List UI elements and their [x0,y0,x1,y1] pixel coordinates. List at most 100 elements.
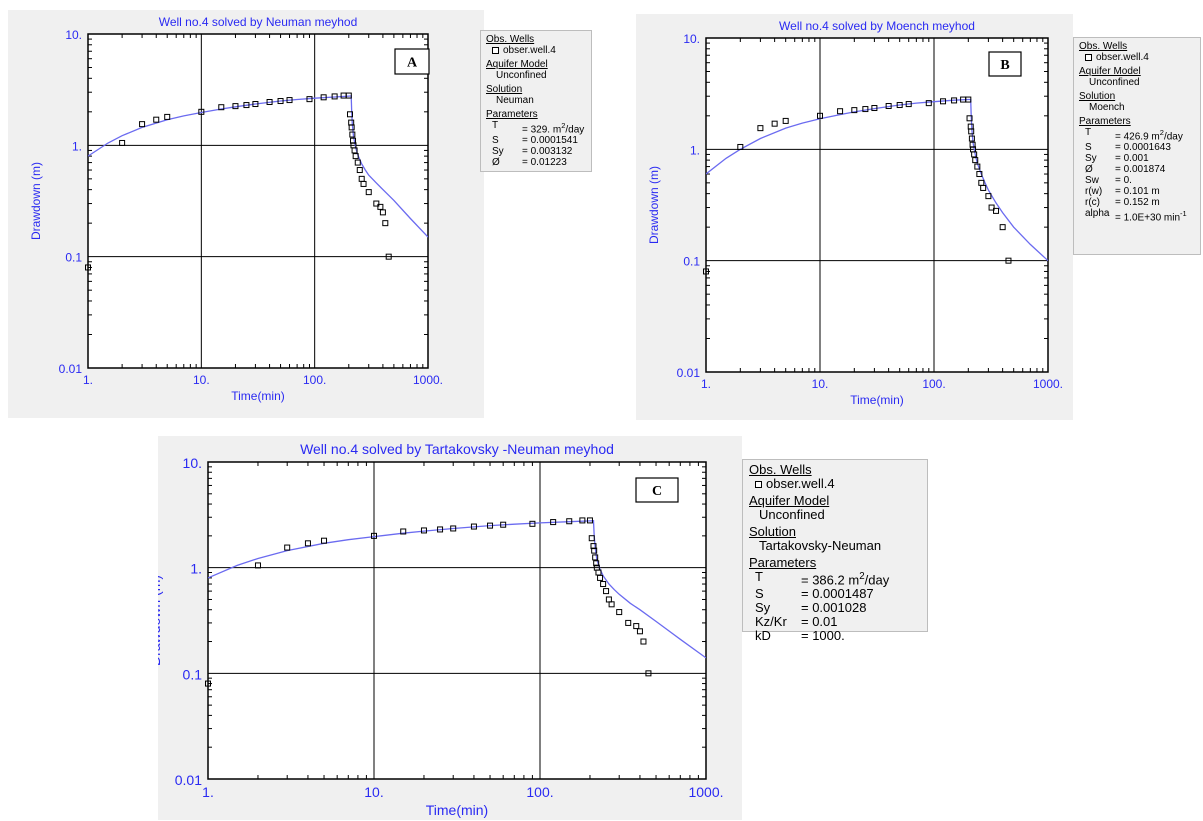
param-unit-suffix: /day [565,124,585,136]
param-value: = 0.0001541 [522,135,578,146]
chart-panel-a: Well no.4 solved by Neuman meyhod 1. 10. 10… [8,10,484,418]
x-tick-label: 1. [83,373,93,387]
panel-label-box [394,48,430,75]
legend-obs-header: Obs. Wells [749,462,812,477]
observed-point [645,670,652,677]
param-value: = 0.01223 [522,157,567,168]
chart-panel-c: Well no.4 solved by Tartakovsky -Neuman … [158,436,742,820]
observed-point [999,224,1006,231]
observed-point [579,517,586,524]
plot-area [207,461,707,780]
observed-point [360,180,367,187]
param-value-text: = 0.001874 [1115,164,1166,176]
legend-param-row: kD = 1000. [749,629,921,643]
param-name: alpha [1085,208,1110,220]
param-value-text: = 0.0001541 [522,135,578,147]
observed-point [971,151,978,158]
param-unit-exponent: -1 [1180,209,1187,219]
param-name: Sy [492,146,504,158]
observed-point [243,102,250,109]
legend-panel-a: Obs. Wells obser.well.4 Aquifer Model Uncon… [480,30,592,172]
observed-point [420,527,427,534]
param-value: = 0.0001643 [1115,142,1171,153]
legend-obs-entry-text: obser.well.4 [1096,52,1149,63]
param-value-text: = 0.101 m [1115,186,1160,198]
observed-point [968,128,975,135]
legend-obs-header: Obs. Wells [1079,41,1128,52]
param-name: S [492,135,499,147]
observed-point [345,92,352,99]
x-tick-label: 1000. [688,784,723,800]
observed-point [871,105,878,112]
observed-point [371,532,377,539]
y-tick-label: 0.01 [175,772,202,788]
x-tick-label: 10. [812,377,829,391]
panel-label-box [635,477,679,503]
observed-point [198,108,205,115]
param-value-text: = 0.01223 [522,157,567,169]
param-value: = 1000. [801,629,845,643]
observed-point [354,159,361,166]
param-value-text: = 0.001 [1115,153,1149,165]
observed-point [608,601,615,608]
observed-point [348,124,355,131]
observed-point [592,554,599,561]
param-value: = 0. [1115,175,1132,186]
plot-area [87,33,429,369]
chart-c-svg: Well no.4 solved by Tartakovsky -Neuman … [158,441,724,818]
y-axis-label: Drawdown (m) [158,575,163,666]
observed-point [470,523,477,530]
legend-aquifer-value: Unconfined [759,507,825,522]
x-tick-label: 100. [303,373,326,387]
observed-point [365,189,372,196]
observed-point [153,116,160,123]
observed-point [976,171,983,178]
observed-point [771,120,778,127]
param-value: = 426.9 m2/day [1115,127,1183,142]
observed-point [400,528,407,535]
x-tick-label: 1000. [1033,377,1063,391]
legend-solution-value: Tartakovsky-Neuman [759,538,882,553]
observed-point [862,106,869,113]
legend-aquifer-header: Aquifer Model [1079,66,1141,77]
param-value-text: = 0.003132 [522,146,573,158]
x-axis-label: Time(min) [231,389,285,403]
observed-marker-icon [492,46,499,54]
observed-point [966,115,973,122]
legend-solution-value: Neuman [496,95,534,106]
observed-point [972,157,979,164]
legend-param-row: Ø = 0.001874 [1079,164,1195,175]
y-tick-label: 0.01 [59,362,83,376]
param-value-text: = 386.2 m [801,572,860,588]
observed-point [591,547,598,554]
y-axis-label: Drawdown (m) [29,162,43,240]
observed-point [331,93,338,100]
observed-point [320,94,327,101]
legend-param-row: Ø = 0.01223 [486,157,586,168]
y-axis-label: Drawdown (m) [647,166,661,244]
observed-point [550,519,557,526]
param-value-text: = 0. [1115,175,1132,187]
chart-panel-b: Well no.4 solved by Moench meyhod 1. 10. 10… [636,14,1073,420]
legend-aquifer-value: Unconfined [1089,77,1140,88]
observed-point [286,97,293,104]
param-value: = 0.0001487 [801,587,874,601]
legend-params-header: Parameters [486,109,538,120]
x-tick-label: 100. [922,377,945,391]
legend-params-header: Parameters [1079,116,1131,127]
observed-point [600,581,607,588]
y-tick-label: 10. [683,32,700,46]
legend-obs-entry: obser.well.4 [749,477,921,491]
legend-solution-header: Solution [486,84,523,95]
observed-point [980,184,987,191]
param-unit-exponent: 2 [561,121,566,130]
legend-aquifer-value: Unconfined [496,70,547,81]
legend-param-row: S = 0.0001487 [749,587,921,601]
observed-point [633,623,640,630]
param-value-text: = 0.152 m [1115,197,1160,209]
param-value-text: = 0.01 [801,614,838,630]
observed-point [737,143,744,150]
x-tick-label: 10. [193,373,210,387]
observed-point [437,526,444,533]
param-value: = 0.101 m [1115,186,1160,197]
